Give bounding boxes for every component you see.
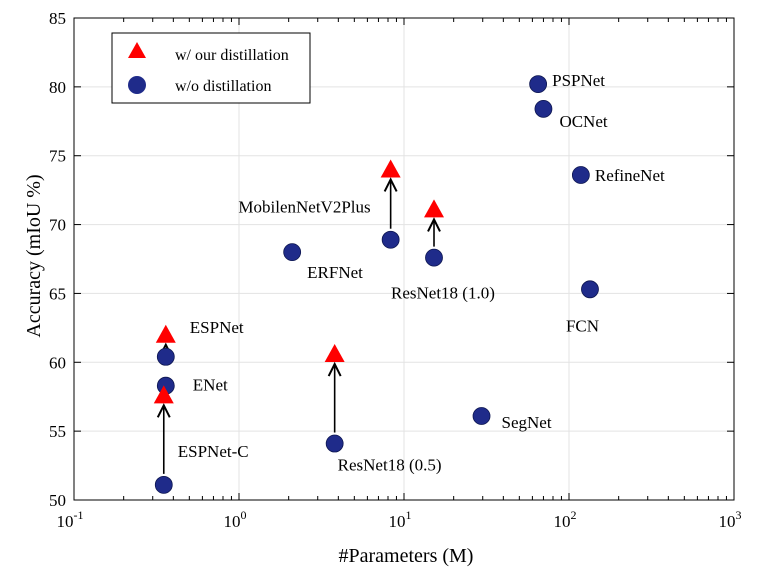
x-tick-base: 10	[554, 512, 571, 531]
legend-label-baseline: w/o distillation	[175, 78, 271, 95]
data-points	[153, 75, 599, 494]
legend-box	[111, 32, 311, 104]
x-tick-label: 102	[554, 508, 577, 531]
baseline-marker-erfnet	[283, 243, 302, 262]
legend: w/ our distillation w/o distillation	[111, 32, 311, 104]
point-label-pspnet: PSPNet	[552, 71, 605, 90]
x-tick-base: 10	[389, 512, 406, 531]
baseline-marker-mobilennetv2plus	[381, 230, 400, 249]
point-label-refinenet: RefineNet	[595, 166, 665, 185]
baseline-marker-ocnet	[534, 99, 553, 118]
baseline-marker-pspnet	[529, 75, 548, 94]
x-tick-label: 10-1	[57, 508, 84, 531]
baseline-marker-segnet	[472, 407, 491, 425]
distilled-marker-mobilennetv2plus	[380, 159, 401, 178]
distilled-marker-espnet-c	[153, 385, 174, 404]
point-label-resnet18-0-5: ResNet18 (0.5)	[338, 456, 442, 475]
y-axis-label: Accuracy (mIoU %)	[23, 174, 45, 337]
x-tick-exponent: 3	[736, 508, 742, 522]
x-tick-exponent: 1	[406, 508, 412, 522]
point-label-mobilennetv2plus: MobilenNetV2Plus	[238, 198, 370, 217]
y-tick-label: 75	[49, 147, 66, 166]
y-tick-label: 55	[49, 422, 66, 441]
x-tick-label: 101	[389, 508, 412, 531]
arrow-head-mobilennetv2plus	[383, 177, 398, 192]
x-tick-base: 10	[224, 512, 241, 531]
point-labels: PSPNet OCNet RefineNet FCN SegNet ERFNet Mobil…	[178, 71, 665, 474]
point-label-fcn: FCN	[566, 316, 599, 335]
baseline-marker-resnet18-1-0	[425, 248, 443, 267]
baseline-marker-espnet-c	[154, 475, 173, 494]
point-label-espnet-c: ESPNet-C	[178, 442, 249, 461]
x-tick-exponent: -1	[74, 508, 84, 522]
point-label-erfnet: ERFNet	[307, 263, 363, 282]
point-label-ocnet: OCNet	[559, 112, 607, 131]
distilled-marker-espnet	[155, 324, 176, 343]
x-tick-base: 10	[57, 512, 74, 531]
y-tick-label: 50	[49, 491, 66, 510]
distilled-marker-resnet18-0-5	[324, 344, 345, 363]
point-label-resnet18-1-0: ResNet18 (1.0)	[391, 284, 495, 303]
x-tick-label: 100	[224, 508, 247, 531]
baseline-marker-refinenet	[571, 166, 590, 184]
y-tick-label: 65	[49, 284, 66, 303]
distilled-marker-resnet18-1-0	[424, 199, 445, 218]
point-label-segnet: SegNet	[502, 413, 552, 432]
baseline-marker-fcn	[581, 280, 599, 299]
point-label-enet: ENet	[193, 376, 228, 395]
arrow-head-resnet18-1-0	[427, 217, 441, 232]
legend-triangle-marker	[128, 42, 146, 58]
y-tick-label: 80	[49, 78, 66, 97]
point-label-espnet: ESPNet	[190, 318, 244, 337]
x-tick-exponent: 2	[571, 508, 577, 522]
arrow-head-resnet18-0-5	[327, 361, 342, 377]
x-tick-base: 10	[719, 512, 736, 531]
legend-label-distilled: w/ our distillation	[175, 47, 289, 64]
baseline-marker-resnet18-0-5	[325, 434, 344, 453]
arrow-head-espnet-c	[156, 403, 171, 418]
legend-circle-marker	[128, 76, 146, 94]
x-tick-label: 103	[719, 508, 742, 531]
y-tick-label: 85	[49, 9, 66, 28]
y-tick-label: 70	[49, 216, 66, 235]
baseline-marker-espnet	[156, 347, 175, 366]
y-tick-label: 60	[49, 353, 66, 372]
x-axis-label: #Parameters (M)	[339, 545, 474, 567]
x-tick-exponent: 0	[241, 508, 247, 522]
